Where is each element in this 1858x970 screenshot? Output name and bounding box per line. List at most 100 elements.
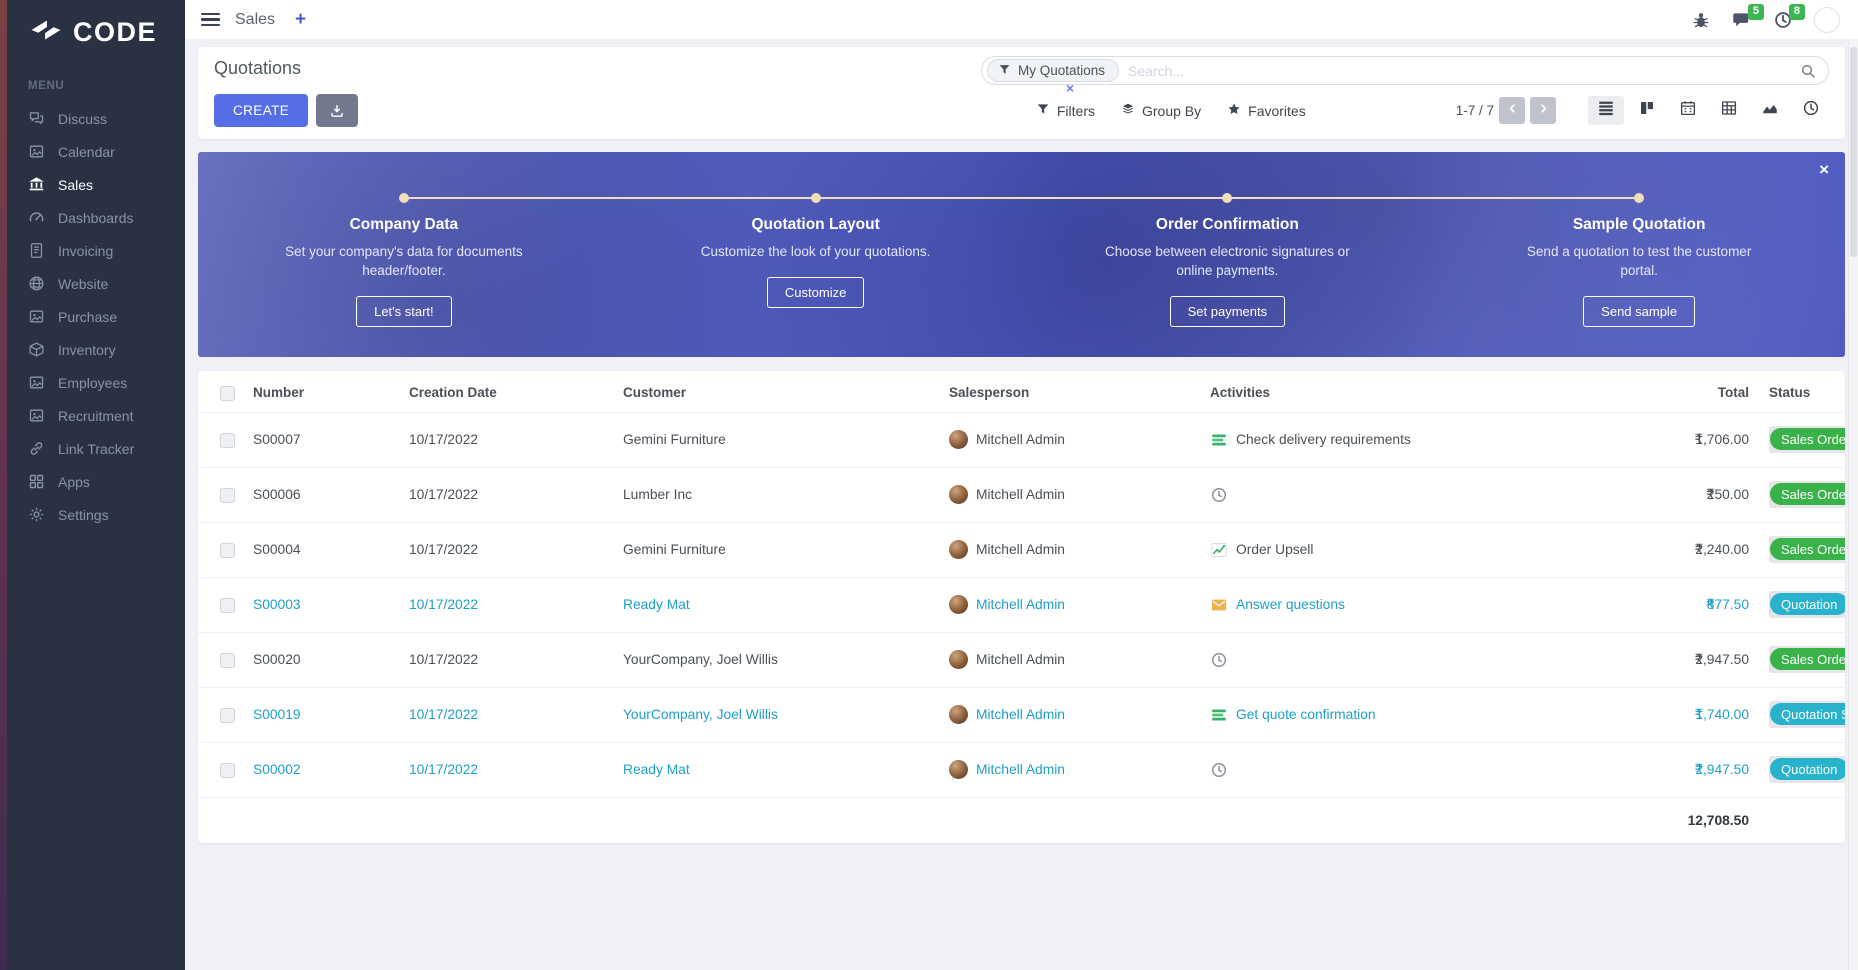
table-row[interactable]: S00007 10/17/2022 Gemini Furniture Mitch… — [198, 411, 1845, 468]
row-checkbox[interactable] — [220, 707, 235, 723]
step-description: Customize the look of your quotations. — [700, 244, 931, 259]
cell-salesperson: Mitchell Admin — [976, 652, 1065, 668]
row-checkbox[interactable] — [220, 487, 235, 503]
globe-icon — [28, 275, 45, 292]
table-body: S00007 10/17/2022 Gemini Furniture Mitch… — [198, 411, 1845, 798]
timeline-dot — [398, 193, 409, 203]
favorites-button[interactable]: Favorites — [1227, 102, 1306, 119]
search-icon[interactable] — [1800, 63, 1816, 79]
table-row[interactable]: S00004 10/17/2022 Gemini Furniture Mitch… — [198, 521, 1845, 578]
column-header-salesperson[interactable]: Salesperson — [949, 385, 1030, 401]
sidebar-item-link-tracker[interactable]: Link Tracker — [0, 432, 185, 465]
facet-remove-icon[interactable]: × — [1066, 80, 1075, 96]
funnel-icon — [998, 63, 1011, 79]
cell-number: S00002 — [253, 741, 409, 798]
table-row[interactable]: S00006 10/17/2022 Lumber Inc Mitchell Ad… — [198, 466, 1845, 523]
step-title: Order Confirmation — [1155, 216, 1299, 233]
row-checkbox[interactable] — [220, 432, 235, 448]
search-facet-my-quotations[interactable]: My Quotations × — [987, 59, 1120, 96]
topbar: Sales + 5 8 — [185, 0, 1858, 39]
messages-icon[interactable]: 5 — [1732, 3, 1764, 30]
cell-creation-date: 10/17/2022 — [409, 466, 623, 523]
image-placeholder-icon — [28, 374, 45, 391]
main-area: Sales + 5 8 Qu — [185, 0, 1858, 970]
table-row[interactable]: S00019 10/17/2022 YourCompany, Joel Will… — [198, 686, 1845, 743]
sidebar-item-recruitment[interactable]: Recruitment — [0, 399, 185, 432]
row-checkbox[interactable] — [220, 542, 235, 558]
row-checkbox[interactable] — [220, 597, 235, 613]
view-switch-activity[interactable] — [1793, 96, 1829, 125]
schedule-activity[interactable] — [1210, 651, 1571, 669]
column-header-status[interactable]: Status — [1769, 385, 1811, 401]
row-checkbox[interactable] — [220, 762, 235, 778]
filters-button[interactable]: Filters — [1036, 102, 1095, 119]
step-button-customize[interactable]: Customize — [766, 276, 865, 308]
sidebar-item-dashboards[interactable]: Dashboards — [0, 201, 185, 234]
table-row[interactable]: S00003 10/17/2022 Ready Mat Mitchell Adm… — [198, 576, 1845, 633]
pager-next-button[interactable] — [1530, 97, 1556, 124]
activities-clock-icon[interactable]: 8 — [1773, 3, 1805, 30]
column-header-total[interactable]: Total — [1717, 385, 1749, 401]
banner-close-icon[interactable]: × — [1819, 160, 1829, 179]
activity[interactable]: Order Upsell — [1210, 541, 1571, 559]
table-row[interactable]: S00020 10/17/2022 YourCompany, Joel Will… — [198, 631, 1845, 688]
sidebar-item-discuss[interactable]: Discuss — [0, 102, 185, 135]
step-button-let-s-start[interactable]: Let's start! — [356, 295, 452, 327]
create-button[interactable]: CREATE — [214, 94, 309, 127]
debug-bug-icon[interactable] — [1691, 10, 1711, 30]
download-icon — [329, 103, 345, 119]
view-switch-calendar[interactable] — [1670, 96, 1706, 125]
sidebar-item-calendar[interactable]: Calendar — [0, 135, 185, 168]
sidebar-item-apps[interactable]: Apps — [0, 465, 185, 498]
view-switch-list[interactable] — [1588, 96, 1624, 125]
row-checkbox[interactable] — [220, 652, 235, 668]
cell-salesperson: Mitchell Admin — [976, 762, 1065, 778]
user-avatar[interactable] — [1814, 6, 1840, 33]
status-badge: Quotation — [1769, 756, 1845, 784]
sidebar-item-website[interactable]: Website — [0, 267, 185, 300]
topbar-app-name[interactable]: Sales — [235, 10, 276, 28]
step-button-send-sample[interactable]: Send sample — [1583, 295, 1696, 327]
clock-icon — [1210, 651, 1228, 669]
activity[interactable]: Answer questions — [1210, 596, 1571, 614]
funnel-icon — [1036, 102, 1050, 119]
group-by-button[interactable]: Group By — [1121, 102, 1201, 119]
export-download-button[interactable] — [316, 94, 359, 127]
chevron-left-icon — [1506, 102, 1519, 120]
schedule-activity[interactable] — [1210, 761, 1571, 779]
sidebar-item-employees[interactable]: Employees — [0, 366, 185, 399]
step-title: Company Data — [349, 216, 459, 233]
sidebar-item-purchase[interactable]: Purchase — [0, 300, 185, 333]
tasks-icon — [1210, 431, 1228, 449]
scrollbar-thumb[interactable] — [1850, 47, 1857, 257]
view-switch-kanban[interactable] — [1629, 96, 1665, 125]
hamburger-menu-icon[interactable] — [201, 12, 220, 27]
sidebar-item-invoicing[interactable]: Invoicing — [0, 234, 185, 267]
column-header-number[interactable]: Number — [253, 385, 305, 401]
cell-number: S00006 — [253, 466, 409, 523]
column-header-customer[interactable]: Customer — [623, 385, 687, 401]
banner-steps: Company Data Set your company's data for… — [198, 216, 1845, 327]
schedule-activity[interactable] — [1210, 486, 1571, 504]
step-button-set-payments[interactable]: Set payments — [1169, 295, 1286, 327]
select-all-checkbox[interactable] — [220, 385, 235, 401]
sidebar-item-settings[interactable]: Settings — [0, 498, 185, 531]
table-row[interactable]: S00002 10/17/2022 Ready Mat Mitchell Adm… — [198, 741, 1845, 798]
pager-previous-button[interactable] — [1499, 97, 1525, 124]
view-switch-pivot[interactable] — [1711, 96, 1747, 125]
sidebar-item-inventory[interactable]: Inventory — [0, 333, 185, 366]
new-tab-button[interactable]: + — [295, 8, 307, 30]
vertical-scrollbar[interactable] — [1848, 39, 1858, 970]
search-input[interactable]: My Quotations × Search... — [981, 56, 1829, 96]
column-header-creation-date[interactable]: Creation Date — [409, 385, 497, 401]
activity[interactable]: Check delivery requirements — [1210, 431, 1571, 449]
brand-logo-text: CODE — [72, 16, 157, 47]
status-badge: Sales Order — [1769, 481, 1845, 509]
sidebar-item-sales[interactable]: Sales — [0, 168, 185, 201]
link-icon — [28, 440, 45, 457]
view-switch-graph[interactable] — [1752, 96, 1788, 125]
column-header-activities[interactable]: Activities — [1210, 385, 1271, 401]
activity[interactable]: Get quote confirmation — [1210, 706, 1571, 724]
step-description: Send a quotation to test the customer po… — [1526, 244, 1752, 278]
brand-logo-icon — [28, 17, 64, 48]
